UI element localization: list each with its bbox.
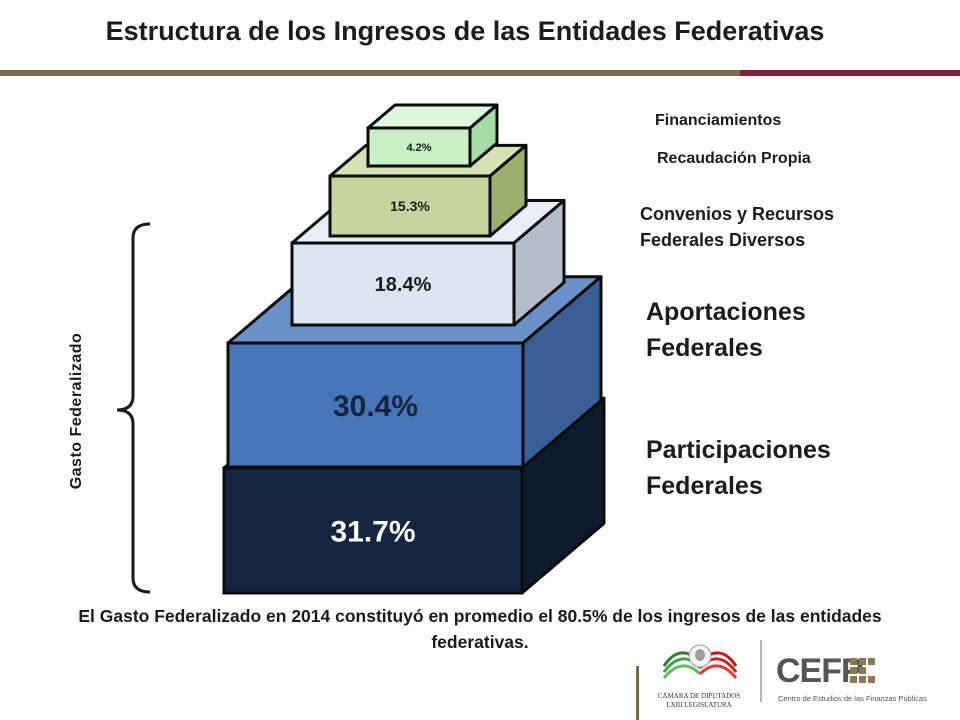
block-front-convenios-y-recursos-federales-diversos [290,241,516,327]
value-label-recaudacion-propia: 15.3% [390,198,430,214]
title-rule-olive [0,70,740,76]
legend-aportaciones-line2: Federales [646,334,763,362]
legend-convenios: Convenios y Recursos Federales Diversos [640,201,834,253]
legend-financiamientos: Financiamientos [655,112,782,129]
title-rule-maroon [740,70,960,76]
legend-recaudacion-propia: Recaudación Propia [657,150,811,167]
legend-convenios-line1: Convenios y Recursos [640,204,835,224]
block-front-aportaciones-federales [226,341,525,469]
camara-text-line1: CÁMARA DE DIPUTADOS [657,692,741,700]
block-front-recaudacion-propia [328,174,492,238]
value-label-aportaciones-federales: 30.4% [333,390,418,423]
value-label-convenios-y-recursos-federales-diversos: 18.4% [375,274,432,296]
legend-aportaciones-line1: Aportaciones [646,298,806,326]
value-label-financiamientos: 4.2% [406,142,431,154]
gasto-federalizado-bracket [116,222,151,594]
page-title: Estructura de los Ingresos de las Entida… [105,16,825,46]
camara-text: CÁMARA DE DIPUTADOS LXIII LEGISLATURA [654,692,744,710]
legend-participaciones: Participaciones Federales [646,432,831,504]
legend-convenios-line2: Federales Diversos [640,230,806,250]
camara-diputados-emblem-icon [662,644,738,679]
legend-participaciones-line2: Federales [646,472,763,500]
legend-participaciones-line1: Participaciones [646,436,831,464]
cefp-subtitle: Centro de Estudios de las Finanzas Públi… [778,694,927,703]
gasto-federalizado-label: Gasto Federalizado [68,332,85,490]
value-label-participaciones-federales: 31.7% [330,515,415,548]
logo-divider [760,640,762,702]
cefp-logo-squares-icon [850,658,875,683]
footnote: El Gasto Federalizado en 2014 constituyó… [78,606,882,652]
block-financiamientos: 4.2% [366,103,499,168]
camara-text-line2: LXIII LEGISLATURA [666,701,732,709]
footer-logos: CÁMARA DE DIPUTADOS LXIII LEGISLATURA CE… [636,634,960,720]
footer-strip [636,666,639,720]
block-front-financiamientos [366,126,472,168]
cefp-logo-text: CEFP [776,652,864,690]
block-front-participaciones-federales [222,466,524,595]
legend-aportaciones: Aportaciones Federales [646,294,806,366]
